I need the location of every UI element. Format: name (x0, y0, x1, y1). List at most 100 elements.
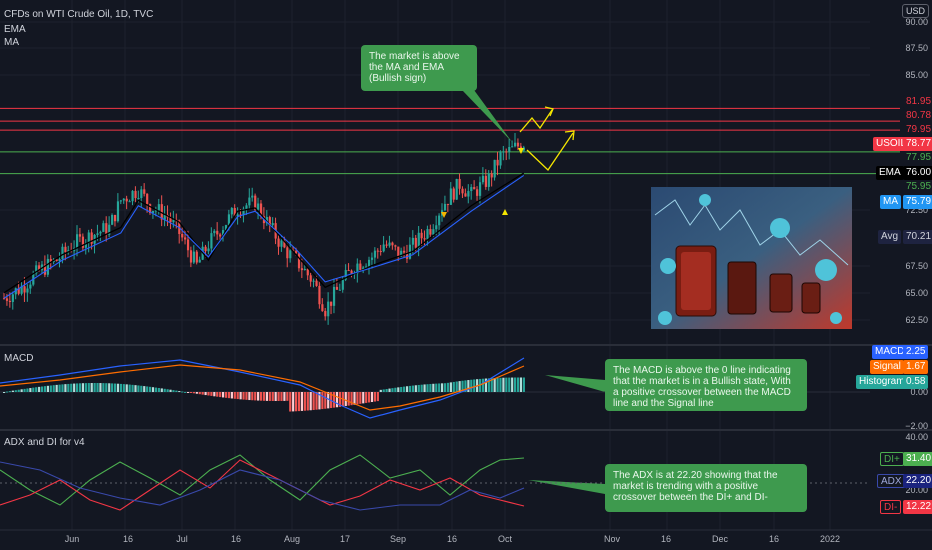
candle-body (514, 142, 517, 147)
histogram-value-badge: 0.58 (903, 375, 929, 389)
level-badge-75-95: 75.95 (903, 180, 932, 194)
avg-label-badge: Avg (878, 230, 902, 244)
macd-histogram-bar (166, 389, 169, 392)
macd-histogram-bar (134, 385, 137, 392)
macd-histogram-bar (292, 392, 295, 412)
candle-body (5, 298, 9, 301)
candle-body (423, 238, 426, 240)
macd-histogram-bar (87, 383, 90, 392)
macd-histogram-bar (52, 385, 55, 392)
candle-body (227, 214, 231, 226)
candle-body (23, 286, 26, 293)
macd-histogram-bar (335, 392, 339, 408)
currency-button[interactable]: USD (902, 4, 930, 18)
ma-price-badge: 75.79 (903, 195, 932, 209)
candle-body (271, 223, 274, 226)
candle-body (137, 197, 140, 199)
ema-legend[interactable]: EMA (4, 24, 26, 35)
candle-body (300, 268, 304, 271)
macd-histogram-bar (160, 388, 163, 392)
macd-histogram-bar (113, 383, 117, 392)
macd-histogram-bar (146, 386, 149, 392)
candle-body (204, 246, 207, 252)
macd-histogram-bar (40, 386, 44, 392)
macd-histogram-bar (388, 388, 391, 392)
macd-histogram-bar (391, 388, 394, 392)
candle-body (493, 159, 496, 178)
macd-label-badge: MACD (872, 345, 908, 359)
macd-histogram-bar (204, 392, 207, 396)
candle-body (283, 240, 286, 248)
macd-histogram-bar (46, 385, 49, 392)
candles (3, 133, 525, 325)
macd-histogram-bar (43, 386, 47, 392)
time-tick-label: 16 (231, 534, 241, 544)
candle-body (268, 217, 271, 226)
macd-histogram-bar (519, 377, 523, 392)
macd-histogram-bar (303, 392, 306, 411)
candle-body (242, 208, 245, 216)
macd-histogram-bar (359, 392, 362, 404)
macd-histogram-bar (195, 392, 198, 394)
macd-histogram-bar (131, 384, 134, 392)
macd-histogram-bar (449, 382, 452, 392)
candle-body (394, 245, 397, 247)
macd-histogram-bar (411, 385, 414, 392)
candle-body (388, 242, 391, 246)
candle-body (207, 248, 210, 252)
candle-body (224, 225, 228, 231)
macd-histogram-bar (23, 388, 26, 392)
macd-histogram-bar (332, 392, 336, 408)
macd-histogram-bar (499, 377, 502, 392)
candle-body (487, 173, 490, 187)
candle-body (87, 232, 90, 243)
candle-body (61, 246, 64, 259)
level-badge-79-95: 79.95 (903, 123, 932, 137)
candle-body (476, 189, 479, 196)
candle-body (455, 178, 458, 200)
macd-histogram-bar (397, 387, 400, 392)
macd-histogram-bar (125, 384, 128, 392)
candle-body (254, 195, 257, 210)
macd-histogram-bar (181, 391, 184, 393)
candle-body (3, 298, 6, 300)
candle-body (414, 237, 417, 248)
candle-body (257, 203, 260, 210)
candle-body (146, 193, 149, 205)
candle-body (26, 288, 29, 293)
candle-body (338, 289, 341, 291)
macd-histogram-bar (198, 392, 201, 395)
candle-body (499, 152, 502, 166)
macd-histogram-bar (321, 392, 324, 410)
candle-body (385, 244, 388, 246)
candle-body (122, 198, 125, 201)
ma-line (3, 174, 525, 299)
ma-legend[interactable]: MA (4, 37, 19, 48)
candle-body (432, 229, 435, 235)
candle-body (210, 233, 213, 249)
candle-body (505, 151, 508, 153)
candle-body (309, 275, 312, 282)
signal-label-badge: Signal (870, 360, 904, 374)
candle-body (219, 234, 222, 237)
macd-histogram-bar (429, 383, 432, 392)
macd-histogram-bar (405, 386, 409, 392)
adx-title: ADX and DI for v4 (4, 437, 85, 448)
candle-body (245, 205, 248, 209)
macd-histogram-bar (286, 392, 289, 401)
macd-histogram-bar (487, 378, 490, 392)
time-tick-label: Jul (176, 534, 188, 544)
macd-histogram-bar (306, 392, 309, 411)
candle-body (143, 189, 146, 194)
candle-body (478, 182, 482, 196)
candle-body (233, 208, 236, 217)
macd-histogram-bar (102, 383, 105, 392)
macd-histogram-bar (262, 392, 266, 401)
macd-histogram-bar (230, 392, 233, 399)
candle-body (420, 232, 423, 239)
candle-body (481, 175, 485, 183)
macd-histogram-bar (522, 377, 525, 392)
macd-histogram-bar (516, 377, 520, 392)
adx-line (0, 461, 525, 511)
macd-note-pointer (545, 375, 605, 392)
